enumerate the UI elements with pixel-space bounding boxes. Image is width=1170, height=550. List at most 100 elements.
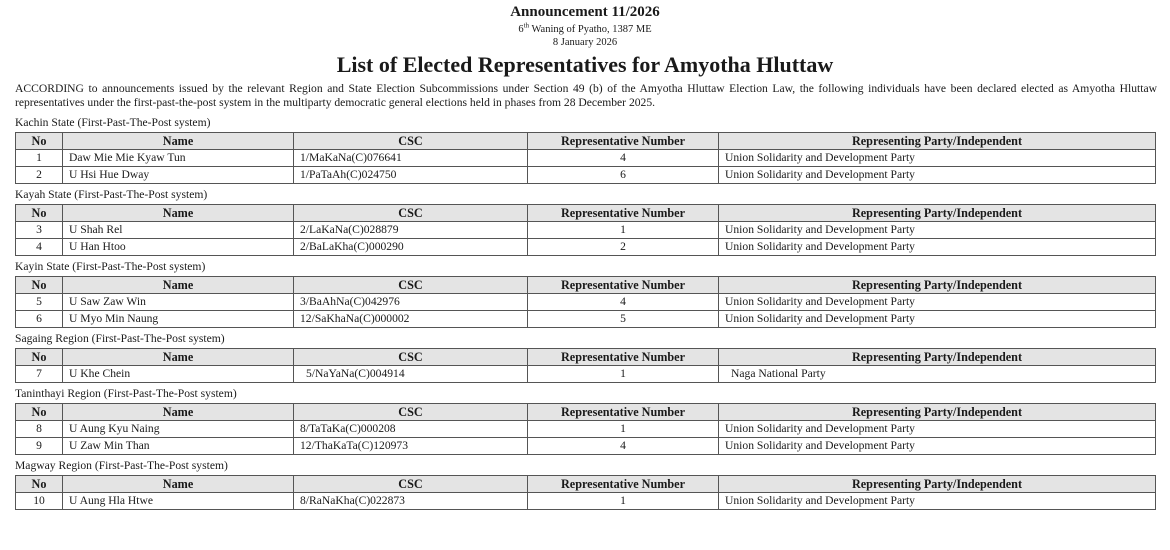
date-suffix: th — [523, 21, 530, 30]
column-header: Representative Number — [527, 276, 719, 294]
party-cell: Union Solidarity and Development Party — [718, 166, 1156, 184]
column-header: Name — [62, 276, 294, 294]
column-header: Representing Party/Independent — [718, 132, 1156, 150]
column-header: Name — [62, 132, 294, 150]
column-header: Representing Party/Independent — [718, 348, 1156, 366]
column-header: Representing Party/Independent — [718, 276, 1156, 294]
rep-number-cell: 5 — [527, 310, 719, 328]
rep-number-cell: 4 — [527, 149, 719, 167]
name-cell: U Myo Min Naung — [62, 310, 294, 328]
section: Sagaing Region (First-Past-The-Post syst… — [15, 331, 1157, 383]
representatives-table: No Name CSC Representative Number Representi… — [15, 204, 1156, 256]
party-cell: Union Solidarity and Development Party — [718, 221, 1156, 239]
name-cell: U Aung Hla Htwe — [62, 492, 294, 510]
rep-number-cell: 1 — [527, 221, 719, 239]
section: Taninthayi Region (First-Past-The-Post s… — [15, 386, 1157, 455]
representatives-table: No Name CSC Representative Number Representi… — [15, 348, 1156, 383]
name-cell: U Aung Kyu Naing — [62, 420, 294, 438]
column-header: No — [15, 475, 63, 493]
table-header-row: No Name CSC Representative Number Representi… — [15, 132, 1156, 150]
csc-cell: 8/RaNaKha(C)022873 — [293, 492, 528, 510]
date-day: 6 — [518, 24, 524, 35]
column-header: CSC — [293, 475, 528, 493]
column-header: CSC — [293, 204, 528, 222]
myanmar-date: 6th Waning of Pyatho, 1387 ME — [0, 21, 1170, 36]
column-header: Representing Party/Independent — [718, 403, 1156, 421]
csc-cell: 5/NaYaNa(C)004914 — [293, 365, 528, 383]
name-cell: U Shah Rel — [62, 221, 294, 239]
no-cell: 3 — [15, 221, 63, 239]
column-header: CSC — [293, 348, 528, 366]
csc-cell: 8/TaTaKa(C)000208 — [293, 420, 528, 438]
section: Magway Region (First-Past-The-Post syste… — [15, 458, 1157, 510]
csc-cell: 1/PaTaAh(C)024750 — [293, 166, 528, 184]
party-cell: Union Solidarity and Development Party — [718, 420, 1156, 438]
column-header: Representative Number — [527, 475, 719, 493]
no-cell: 1 — [15, 149, 63, 167]
party-cell: Union Solidarity and Development Party — [718, 310, 1156, 328]
section-label: Sagaing Region (First-Past-The-Post syst… — [15, 332, 225, 345]
no-cell: 10 — [15, 492, 63, 510]
party-cell: Union Solidarity and Development Party — [718, 492, 1156, 510]
party-cell: Union Solidarity and Development Party — [718, 149, 1156, 167]
column-header: Representative Number — [527, 132, 719, 150]
column-header: Name — [62, 348, 294, 366]
csc-cell: 3/BaAhNa(C)042976 — [293, 293, 528, 311]
name-cell: U Saw Zaw Win — [62, 293, 294, 311]
table-header-row: No Name CSC Representative Number Representi… — [15, 348, 1156, 366]
document-body: ACCORDING to announcements issued by the… — [15, 82, 1157, 510]
column-header: No — [15, 403, 63, 421]
table-row: 1 Daw Mie Mie Kyaw Tun 1/MaKaNa(C)076641 4 U… — [15, 149, 1156, 167]
column-header: No — [15, 276, 63, 294]
section-label: Magway Region (First-Past-The-Post syste… — [15, 459, 228, 472]
rep-number-cell: 2 — [527, 238, 719, 256]
no-cell: 6 — [15, 310, 63, 328]
column-header: Representing Party/Independent — [718, 204, 1156, 222]
sections-container: Kachin State (First-Past-The-Post system… — [15, 115, 1157, 510]
no-cell: 9 — [15, 437, 63, 455]
column-header: Representative Number — [527, 403, 719, 421]
no-cell: 7 — [15, 365, 63, 383]
rep-number-cell: 4 — [527, 293, 719, 311]
gregorian-date: 8 January 2026 — [552, 37, 618, 48]
column-header: CSC — [293, 403, 528, 421]
section: Kachin State (First-Past-The-Post system… — [15, 115, 1157, 184]
name-cell: U Zaw Min Than — [62, 437, 294, 455]
intro-paragraph: ACCORDING to announcements issued by the… — [15, 82, 1157, 109]
column-header: CSC — [293, 132, 528, 150]
rep-number-cell: 6 — [527, 166, 719, 184]
representatives-table: No Name CSC Representative Number Representi… — [15, 475, 1156, 510]
party-cell: Naga National Party — [718, 365, 1156, 383]
representatives-table: No Name CSC Representative Number Representi… — [15, 132, 1156, 184]
announcement-number: Announcement 11/2026 — [510, 4, 660, 20]
column-header: Representative Number — [527, 204, 719, 222]
no-cell: 4 — [15, 238, 63, 256]
party-cell: Union Solidarity and Development Party — [718, 238, 1156, 256]
table-header-row: No Name CSC Representative Number Representi… — [15, 403, 1156, 421]
csc-cell: 2/BaLaKha(C)000290 — [293, 238, 528, 256]
no-cell: 8 — [15, 420, 63, 438]
column-header: CSC — [293, 276, 528, 294]
name-cell: U Khe Chein — [62, 365, 294, 383]
section-label: Kayin State (First-Past-The-Post system) — [15, 260, 206, 273]
column-header: Name — [62, 204, 294, 222]
rep-number-cell: 4 — [527, 437, 719, 455]
rep-number-cell: 1 — [527, 492, 719, 510]
section-label: Kayah State (First-Past-The-Post system) — [15, 188, 208, 201]
date-rest: Waning of Pyatho, 1387 ME — [529, 24, 652, 35]
column-header: No — [15, 348, 63, 366]
csc-cell: 12/SaKhaNa(C)000002 — [293, 310, 528, 328]
page-title: List of Elected Representatives for Amyo… — [336, 52, 834, 77]
column-header: Representative Number — [527, 348, 719, 366]
name-cell: U Hsi Hue Dway — [62, 166, 294, 184]
column-header: No — [15, 204, 63, 222]
table-header-row: No Name CSC Representative Number Representi… — [15, 204, 1156, 222]
name-cell: Daw Mie Mie Kyaw Tun — [62, 149, 294, 167]
name-cell: U Han Htoo — [62, 238, 294, 256]
representatives-table: No Name CSC Representative Number Representi… — [15, 276, 1156, 328]
